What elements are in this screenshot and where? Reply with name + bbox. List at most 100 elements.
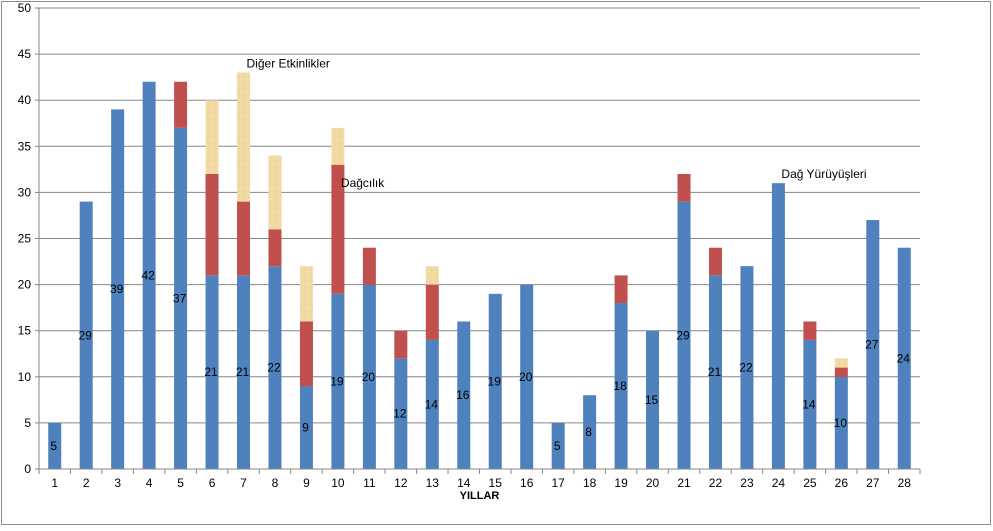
y-tick-label: 50 [18,2,32,15]
bar-segment [646,330,660,469]
annotation-label: Diğer Etkinlikler [247,56,330,70]
bars [48,72,911,470]
data-label: 19 [330,374,344,388]
x-tick-label: 25 [803,476,817,490]
bar-segment [268,229,282,267]
bar-segment [551,422,565,469]
x-axis-title: YILLAR [460,490,500,502]
x-tick-label: 26 [835,476,849,490]
bar-segment [614,275,628,304]
data-label: 42 [141,268,155,282]
x-tick-label: 4 [146,476,153,490]
data-label: 18 [613,379,627,393]
x-tick-label: 27 [866,476,880,490]
y-tick-label: 25 [18,232,32,246]
y-tick-label: 15 [18,324,32,338]
bar-segment [299,386,313,469]
data-label: 20 [362,370,376,384]
data-label: 10 [834,416,848,430]
x-tick-label: 3 [114,476,121,490]
bar-segment [394,330,408,359]
bar-segment [331,164,345,294]
x-tick-label: 8 [272,476,279,490]
x-tick-label: 19 [614,476,628,490]
x-tick-label: 18 [583,476,597,490]
bar-segment [174,81,188,128]
x-tick-label: 10 [331,476,345,490]
bar-segment [237,72,251,202]
x-tick-label: 7 [240,476,247,490]
bar-segment [740,266,754,469]
bar-segment [677,201,691,469]
y-tick-label: 10 [18,370,32,384]
bar-segment [205,100,219,174]
x-tick-label: 9 [303,476,310,490]
x-tick-label: 23 [740,476,754,490]
bar-segment [299,321,313,387]
data-label: 14 [425,397,439,411]
data-labels: 5 29 39 42 37 21 21 22 9 19 20 12 14 16 19 20 5 8 18 15 29 21… [50,268,910,453]
data-label: 21 [204,365,218,379]
bar-segment [425,339,439,469]
bar-segment [394,358,408,469]
bar-segment [457,321,471,469]
data-label: 9 [302,421,309,435]
data-label: 12 [393,407,407,421]
data-label: 29 [79,328,93,342]
bar-segment [79,201,93,469]
data-label: 8 [585,425,592,439]
x-tick-label: 2 [83,476,90,490]
data-label: 5 [50,439,57,453]
x-tick-label: 14 [457,476,471,490]
x-tick-label: 5 [177,476,184,490]
x-tick-label: 1 [51,476,58,490]
bar-segment [677,173,691,202]
data-label: 14 [802,397,816,411]
y-tick-label: 45 [18,47,32,61]
bar-segment [488,293,502,469]
annotations: Diğer Etkinlikler Dağcılık Dağ Yürüyüşleri [247,56,867,190]
bar-segment [897,247,911,469]
bar-segment [520,284,534,469]
y-tick-label: 35 [18,139,32,153]
x-tick-label: 24 [772,476,786,490]
data-label: 37 [173,291,187,305]
annotation-label: Dağ Yürüyüşleri [781,167,866,181]
bar-segment [771,183,785,469]
data-label: 19 [488,374,502,388]
x-tick-label: 11 [363,476,376,490]
data-label: 27 [865,338,879,352]
y-tick-label: 5 [24,416,31,430]
bar-segment [237,201,251,276]
data-label: 22 [267,361,281,375]
bar-segment [425,284,439,340]
data-label: 29 [676,328,690,342]
bar-segment [583,395,597,469]
annotation-label: Dağcılık [341,176,385,190]
data-label: 21 [236,365,250,379]
bar-segment [111,109,125,470]
bar-segment [268,155,282,230]
bar-segment [299,266,313,322]
x-tick-label: 16 [520,476,534,490]
bar-segment [174,127,188,470]
bar-segment [331,293,345,469]
data-label: 15 [645,393,659,407]
data-label: 20 [519,370,533,384]
x-tick-label: 15 [489,476,503,490]
x-axis-ticks: 1 2 3 4 5 6 7 8 9 10 11 12 13 14 15 16 17 18 19 20 21 22 23 24 2… [38,469,921,490]
bar-segment [803,321,817,340]
bar-segment [425,266,439,285]
bar-segment [237,275,251,469]
y-tick-label: 0 [24,462,31,476]
data-label: 22 [739,361,753,375]
bar-segment [205,173,219,276]
y-axis-ticks: 0 5 10 15 20 25 30 35 40 45 50 [18,1,39,476]
bar-segment [205,275,219,469]
grid-lines [39,7,920,424]
bar-segment [614,303,628,469]
data-label: 16 [456,388,470,402]
y-tick-label: 20 [18,278,32,292]
